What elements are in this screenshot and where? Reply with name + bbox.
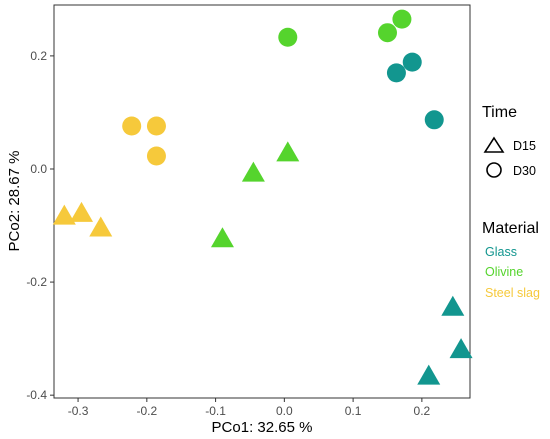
data-point-olivine-d30 — [392, 9, 412, 29]
x-tick-label: -0.1 — [205, 404, 226, 418]
legend-time-d15: D15 — [513, 139, 536, 153]
legend-material: Material Glass Olivine Steel slag — [482, 220, 540, 300]
legend-time-title: Time — [482, 104, 517, 121]
data-point-glass-d30 — [402, 52, 422, 72]
data-point-glass-d30 — [386, 63, 406, 83]
data-point-steel-slag-d15 — [89, 216, 113, 237]
legend-material-olivine: Olivine — [485, 265, 523, 279]
data-point-glass-d15 — [441, 295, 465, 316]
data-points — [52, 9, 473, 385]
data-point-steel-slag-d30 — [122, 116, 142, 136]
data-point-olivine-d30 — [377, 23, 397, 43]
x-tick-label: 0.2 — [414, 404, 431, 418]
x-tick-label: -0.3 — [68, 404, 89, 418]
y-tick-label: 0.0 — [30, 162, 47, 176]
legend-material-title: Material — [482, 220, 539, 237]
legend-triangle-icon — [483, 136, 505, 153]
y-axis-label: PCo2: 28.67 % — [6, 151, 23, 252]
legend-circle-icon — [486, 162, 502, 178]
x-axis-ticks: -0.3 -0.2 -0.1 0.0 0.1 0.2 — [68, 398, 431, 418]
y-tick-label: 0.2 — [30, 49, 47, 63]
data-point-steel-slag-d30 — [146, 146, 166, 166]
x-axis-label: PCo1: 32.65 % — [212, 419, 313, 436]
data-point-olivine-d15 — [241, 161, 265, 182]
x-tick-label: -0.2 — [136, 404, 157, 418]
data-point-glass-d15 — [449, 338, 473, 359]
data-point-steel-slag-d30 — [146, 116, 166, 136]
data-point-glass-d15 — [417, 364, 441, 385]
data-point-olivine-d15 — [210, 227, 234, 248]
data-point-glass-d30 — [424, 110, 444, 130]
legend-material-steel-slag: Steel slag — [485, 286, 540, 300]
data-point-olivine-d15 — [276, 141, 300, 162]
legend-material-glass: Glass — [485, 245, 517, 259]
legend-time: Time D15 D30 — [482, 104, 536, 178]
legend-time-d30: D30 — [513, 164, 536, 178]
y-tick-label: -0.4 — [26, 388, 47, 402]
data-point-olivine-d30 — [278, 27, 298, 47]
data-point-steel-slag-d15 — [52, 204, 76, 225]
data-point-steel-slag-d15 — [70, 201, 94, 222]
x-tick-label: 0.0 — [276, 404, 293, 418]
y-tick-label: -0.2 — [26, 275, 47, 289]
y-axis-ticks: -0.4 -0.2 0.0 0.2 — [26, 49, 54, 402]
x-tick-label: 0.1 — [345, 404, 362, 418]
